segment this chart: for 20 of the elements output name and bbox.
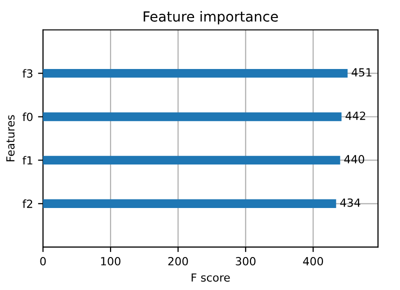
data-label: 434 (340, 198, 360, 207)
y-tick-label: f1 (22, 156, 32, 164)
bar (43, 199, 336, 208)
bar (43, 156, 340, 165)
y-tick-label: f3 (22, 69, 32, 78)
x-tick-label: 100 (101, 257, 120, 266)
data-label: 451 (352, 68, 372, 77)
data-label: 440 (344, 155, 364, 164)
chart-title: Feature importance (144, 10, 278, 24)
bar (43, 112, 342, 122)
data-label: 442 (346, 112, 366, 120)
y-tick-label: f2 (22, 199, 32, 208)
x-tick-label: 200 (168, 257, 188, 266)
x-tick-label: 300 (236, 257, 256, 266)
x-tick-label: 0 (40, 257, 46, 266)
y-tick-label: f0 (22, 112, 33, 122)
bar (43, 68, 348, 78)
x-tick-label: 400 (303, 257, 324, 266)
y-axis-title: Features (6, 115, 15, 162)
x-axis-title: F score (192, 273, 230, 282)
